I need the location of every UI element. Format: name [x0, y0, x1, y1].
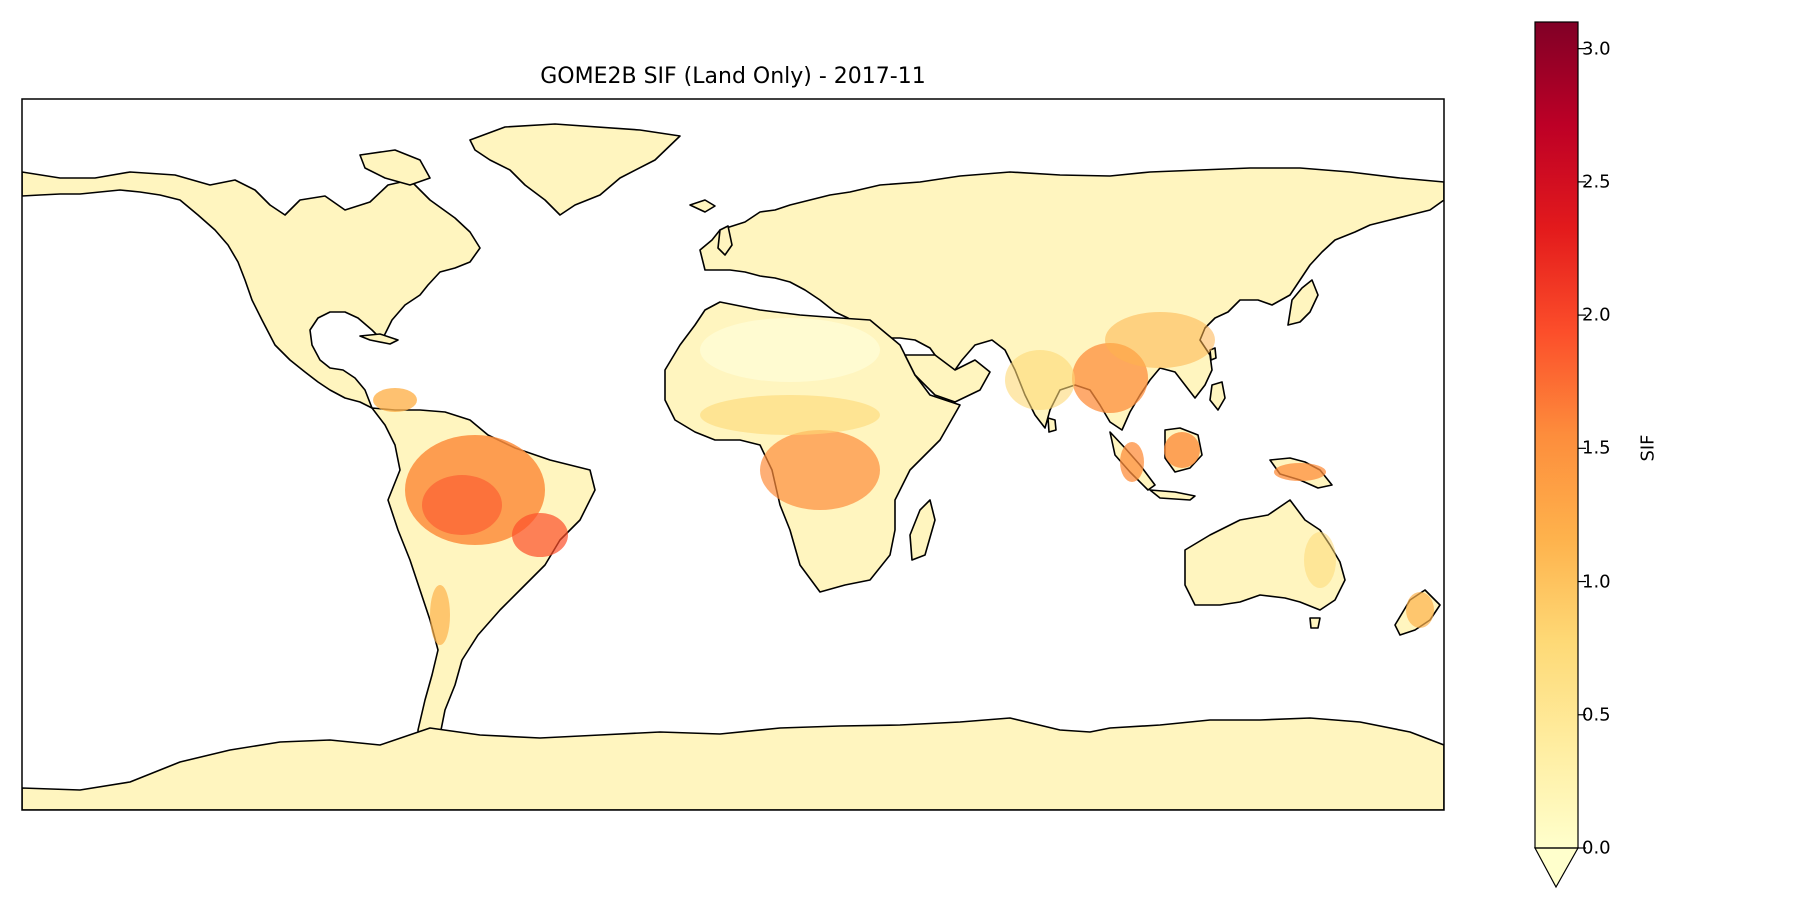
- map-frame: [21, 98, 1445, 811]
- southern-chile-sif: [430, 585, 450, 645]
- greenland: [469, 123, 681, 216]
- sahel-sif: [700, 395, 880, 435]
- east-australia-sif: [1304, 532, 1336, 588]
- borneo-sif: [1164, 432, 1200, 468]
- baffin-island: [359, 149, 431, 186]
- colorbar-tick-label: 0.5: [1582, 704, 1611, 726]
- colorbar-extend-triangle: [1533, 847, 1580, 889]
- japan: [1287, 279, 1319, 326]
- antarctica: [22, 717, 1444, 810]
- caribbean-cuba: [359, 333, 399, 345]
- colorbar-tick-label: 3.0: [1582, 38, 1611, 60]
- sahara-sif: [700, 318, 880, 382]
- land-masses: [22, 123, 1444, 810]
- colorbar: [1533, 21, 1586, 889]
- new-guinea-sif: [1274, 463, 1326, 481]
- sif-intensity-overlay: [373, 312, 1434, 645]
- sri-lanka: [1047, 417, 1057, 433]
- new-zealand-sif: [1406, 592, 1434, 628]
- taiwan-hainan: [1209, 347, 1217, 361]
- colorbar-tick-marks: [1578, 48, 1586, 849]
- chart-title: GOME2B SIF (Land Only) - 2017-11: [540, 64, 926, 89]
- central-america-sif: [373, 388, 417, 412]
- north-america: [22, 171, 481, 409]
- arabia: [904, 354, 991, 403]
- great-britain: [717, 225, 733, 256]
- amazon-core-sif: [422, 475, 502, 535]
- colorbar-tick-label: 2.0: [1582, 304, 1611, 326]
- colorbar-label: SIF: [1637, 434, 1659, 462]
- se-brazil-sif: [512, 513, 568, 557]
- australia: [1184, 499, 1346, 611]
- tasmania: [1309, 617, 1321, 629]
- madagascar: [909, 499, 936, 561]
- sumatra-sif: [1120, 442, 1144, 482]
- colorbar-tick-label: 0.0: [1582, 837, 1611, 859]
- colorbar-tick-label: 1.5: [1582, 437, 1611, 459]
- colorbar-frame: [1534, 21, 1579, 849]
- philippines: [1209, 381, 1226, 411]
- colorbar-tick-label: 1.0: [1582, 571, 1611, 593]
- india-sif: [1005, 350, 1075, 410]
- colorbar-tick-label: 2.5: [1582, 171, 1611, 193]
- java: [1149, 489, 1196, 501]
- south-china-sif: [1105, 312, 1215, 368]
- map-area: [22, 123, 1444, 810]
- colorbar-gradient: [1535, 22, 1578, 848]
- central-africa-sif: [760, 430, 880, 510]
- iceland: [689, 199, 716, 213]
